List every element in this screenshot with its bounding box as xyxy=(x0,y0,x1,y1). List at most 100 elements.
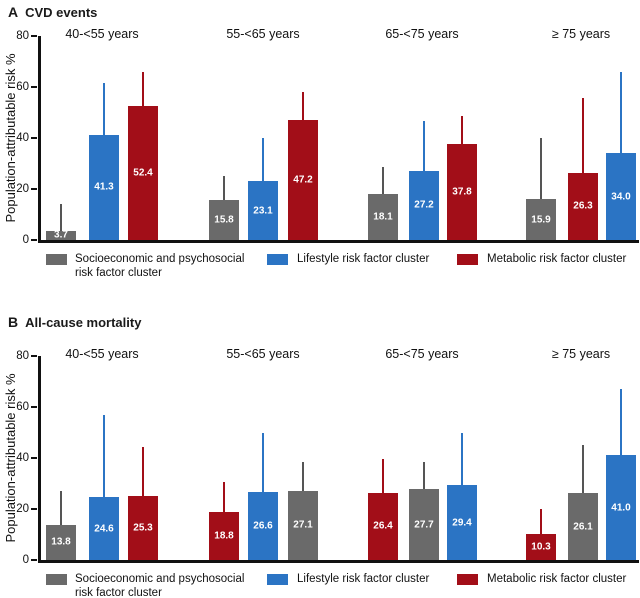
bar-lifestyle: 34.0 xyxy=(606,153,636,240)
bar-ses: 13.8 xyxy=(46,524,76,560)
panel-title-text: All-cause mortality xyxy=(25,315,142,330)
error-bar-metabolic xyxy=(142,446,144,496)
age-group-label: 55-<65 years xyxy=(226,347,300,361)
bar-value-label: 23.1 xyxy=(253,205,273,217)
bar-metabolic: 47.2 xyxy=(288,119,318,240)
legend-swatch-lifestyle xyxy=(267,254,288,265)
y-tick-label: 60 xyxy=(16,81,29,93)
error-bar-lifestyle xyxy=(620,71,622,154)
legend-label-metabolic: Metabolic risk factor cluster xyxy=(487,253,627,265)
error-bar-ses xyxy=(382,167,384,194)
error-bar-metabolic xyxy=(142,71,144,107)
bar-value-label: 15.9 xyxy=(531,214,551,226)
error-bar-ses xyxy=(582,445,584,494)
error-bar-metabolic xyxy=(302,92,304,120)
bar-value-label: 41.3 xyxy=(94,181,114,193)
bar-value-label: 26.6 xyxy=(253,520,273,532)
legend-label-lifestyle: Lifestyle risk factor cluster xyxy=(297,253,430,265)
bar-lifestyle: 23.1 xyxy=(248,181,278,240)
bar-value-label: 24.6 xyxy=(94,523,114,535)
plot-area: 0 20 40 60 80 40-<55 years 13.8 24.6 25.3 55-<65 … xyxy=(16,347,639,566)
y-tick-label: 0 xyxy=(22,234,29,246)
bar-lifestyle: 24.6 xyxy=(89,497,119,560)
bar-value-label: 26.3 xyxy=(573,200,593,212)
bar-metabolic: 18.8 xyxy=(209,512,239,560)
bar-metabolic: 52.4 xyxy=(128,106,158,240)
y-tick-label: 40 xyxy=(16,452,29,464)
y-tick-label: 0 xyxy=(22,554,29,566)
y-tick-label: 60 xyxy=(16,401,29,413)
error-bar-lifestyle xyxy=(461,432,463,486)
bar-value-label: 26.4 xyxy=(373,520,393,532)
error-bar-lifestyle xyxy=(103,83,105,135)
error-bar-metabolic xyxy=(582,98,584,173)
legend-swatch-ses xyxy=(46,574,67,585)
bar-ses: 27.1 xyxy=(288,490,318,560)
bar-value-label: 41.0 xyxy=(611,502,631,514)
age-group-label: 55-<65 years xyxy=(226,27,300,41)
bar-value-label: 3.7 xyxy=(54,229,68,241)
panel-b: B All-cause mortality Population-attributa… xyxy=(3,314,639,598)
bar-value-label: 25.3 xyxy=(133,522,153,534)
bar-value-label: 26.1 xyxy=(573,521,593,533)
bar-ses: 3.7 xyxy=(46,229,76,241)
bar-metabolic: 26.3 xyxy=(568,172,598,240)
bar-value-label: 27.1 xyxy=(293,519,313,531)
bar-value-label: 13.8 xyxy=(51,536,71,548)
y-tick-mark xyxy=(31,35,37,37)
bar-ses: 15.8 xyxy=(209,199,239,240)
bar-ses: 15.9 xyxy=(526,199,556,240)
legend-label-metabolic: Metabolic risk factor cluster xyxy=(487,573,627,585)
bar-value-label: 27.7 xyxy=(414,519,434,531)
error-bar-lifestyle xyxy=(262,432,264,493)
y-tick-mark xyxy=(31,559,37,561)
y-tick-mark xyxy=(31,137,37,139)
y-tick-mark xyxy=(31,457,37,459)
y-tick-label: 80 xyxy=(16,30,29,42)
legend-label-ses: Socioeconomic and psychosocial risk fact… xyxy=(75,573,245,598)
age-group-label: 65-<75 years xyxy=(385,27,459,41)
legend-swatch-metabolic xyxy=(457,574,478,585)
error-bar-ses xyxy=(60,491,62,525)
panel-a: A CVD events Population-attributable risk … xyxy=(3,4,639,279)
bar-metabolic: 37.8 xyxy=(447,143,477,240)
bar-value-label: 18.8 xyxy=(214,530,234,542)
bar-value-label: 37.8 xyxy=(452,186,472,198)
bar-ses: 27.7 xyxy=(409,489,439,560)
panel-title: A CVD events xyxy=(8,4,97,20)
error-bar-lifestyle xyxy=(620,389,622,456)
bar-value-label: 52.4 xyxy=(133,167,153,179)
panel-title-text: CVD events xyxy=(25,5,98,20)
bar-lifestyle: 26.6 xyxy=(248,492,278,560)
error-bar-lifestyle xyxy=(262,138,264,182)
legend-swatch-metabolic xyxy=(457,254,478,265)
panel-letter: A xyxy=(8,4,19,20)
age-group-label: 65-<75 years xyxy=(385,347,459,361)
y-tick-mark xyxy=(31,86,37,88)
bar-metabolic: 25.3 xyxy=(128,495,158,560)
age-group-label: ≥ 75 years xyxy=(551,27,611,41)
y-tick-mark xyxy=(31,239,37,241)
age-group-label: 40-<55 years xyxy=(65,347,139,361)
bar-metabolic: 26.4 xyxy=(368,492,398,560)
y-tick-label: 20 xyxy=(16,503,29,515)
y-tick-mark xyxy=(31,508,37,510)
bar-lifestyle: 29.4 xyxy=(447,485,477,560)
error-bar-ses xyxy=(423,461,425,490)
y-tick-mark xyxy=(31,406,37,408)
error-bar-ses xyxy=(60,204,62,231)
legend-swatch-lifestyle xyxy=(267,574,288,585)
bar-lifestyle: 41.3 xyxy=(89,134,119,240)
error-bar-metabolic xyxy=(382,459,384,493)
bar-value-label: 18.1 xyxy=(373,211,393,223)
error-bar-metabolic xyxy=(540,509,542,534)
error-bar-ses xyxy=(302,461,304,491)
bar-value-label: 27.2 xyxy=(414,199,434,211)
error-bar-ses xyxy=(223,176,225,200)
error-bar-metabolic xyxy=(223,482,225,513)
legend-label-lifestyle: Lifestyle risk factor cluster xyxy=(297,573,430,585)
bar-lifestyle: 41.0 xyxy=(606,455,636,560)
y-tick-label: 40 xyxy=(16,132,29,144)
age-group-label: ≥ 75 years xyxy=(551,347,611,361)
